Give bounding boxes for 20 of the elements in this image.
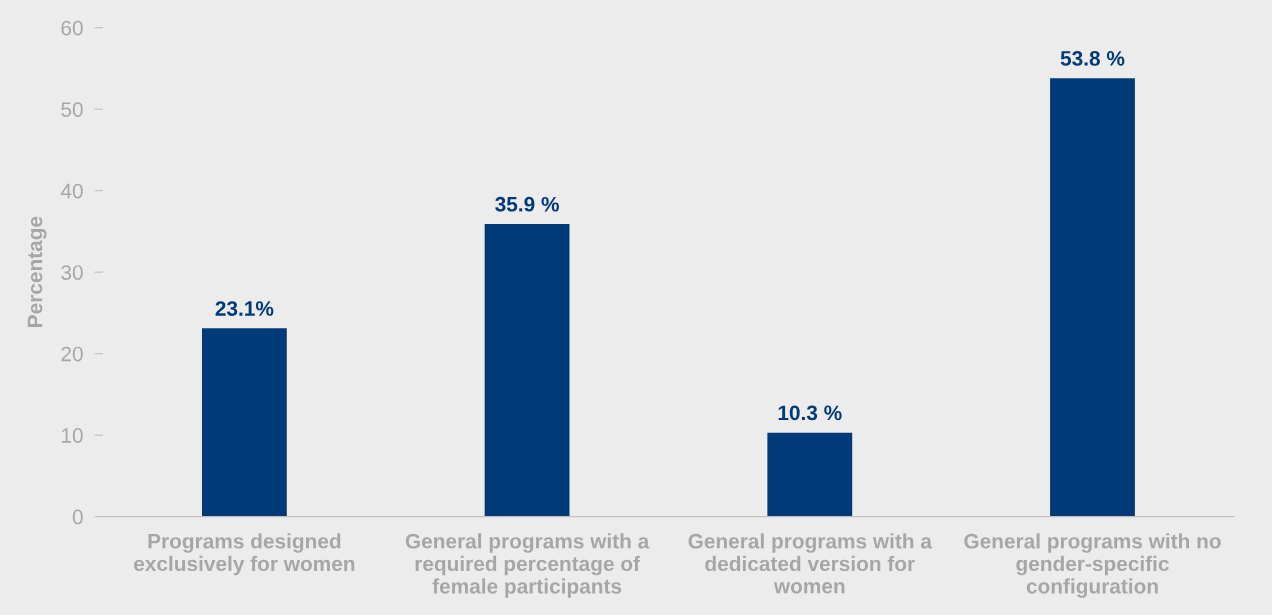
y-tick-label: 40 (60, 183, 83, 199)
bar (484, 224, 570, 517)
y-tick-label: 60 (61, 20, 83, 36)
data-label: 23.1% (215, 301, 274, 316)
y-tick-label: 0 (72, 509, 83, 525)
x-tick-label: Programs designed exclusively for women (134, 533, 355, 576)
y-tick-label: 20 (61, 346, 83, 362)
bar (1050, 78, 1135, 517)
x-tick-label: General programs with a required percentage of female participants (405, 533, 650, 598)
y-tick-label: 50 (61, 102, 83, 117)
data-label: 35.9 % (495, 196, 559, 212)
data-label: 10.3 % (778, 405, 842, 421)
data-label: 53.8 % (1060, 50, 1125, 66)
y-tick-label: 30 (61, 265, 83, 280)
y-axis-title: Percentage (27, 216, 47, 327)
x-tick-label: General programs with a dedicated version for women (688, 533, 933, 594)
y-tick-label: 10 (62, 428, 83, 443)
x-tick-label: General programs with no gender-specific configuration (964, 533, 1221, 598)
bar (767, 432, 853, 517)
bar (201, 328, 287, 517)
